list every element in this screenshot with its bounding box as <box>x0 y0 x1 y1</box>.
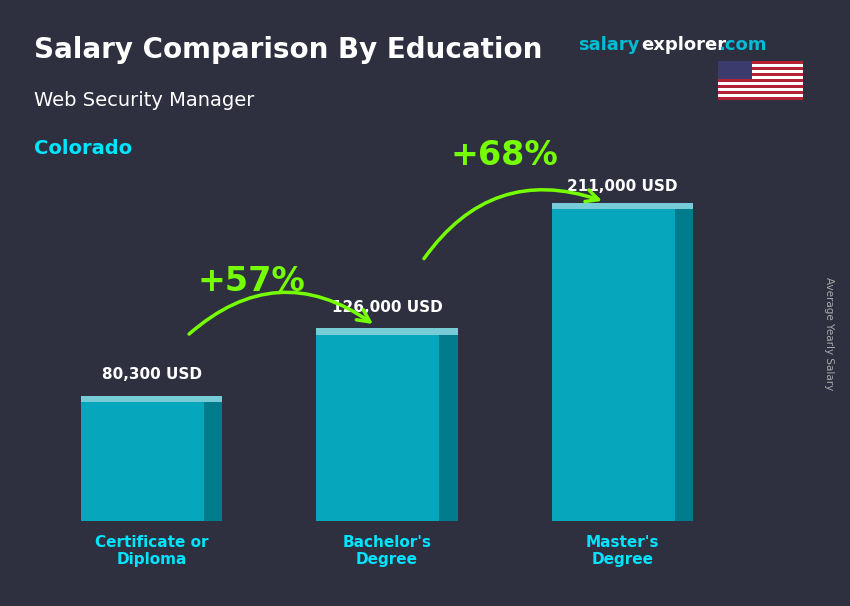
Text: 126,000 USD: 126,000 USD <box>332 299 443 315</box>
Bar <box>718 97 803 100</box>
Text: 211,000 USD: 211,000 USD <box>567 179 677 195</box>
Bar <box>439 335 457 521</box>
Bar <box>718 79 803 82</box>
Text: +68%: +68% <box>450 139 558 172</box>
Bar <box>718 61 803 64</box>
Bar <box>718 67 803 70</box>
Text: +57%: +57% <box>198 265 306 298</box>
Bar <box>718 73 803 76</box>
Text: explorer: explorer <box>642 36 727 55</box>
Text: 80,300 USD: 80,300 USD <box>102 367 201 382</box>
Bar <box>204 402 223 521</box>
Bar <box>552 202 693 209</box>
Text: salary: salary <box>578 36 639 55</box>
Bar <box>81 402 223 521</box>
Bar <box>316 335 457 521</box>
Text: .com: .com <box>718 36 767 55</box>
Bar <box>718 94 803 97</box>
Bar <box>81 396 223 402</box>
Bar <box>718 64 803 67</box>
Bar <box>718 91 803 94</box>
Bar <box>718 88 803 91</box>
Bar <box>718 82 803 85</box>
Bar <box>675 209 693 521</box>
Text: Colorado: Colorado <box>34 139 132 158</box>
Bar <box>718 76 803 79</box>
Text: Salary Comparison By Education: Salary Comparison By Education <box>34 36 542 64</box>
Bar <box>316 328 457 335</box>
Bar <box>718 70 803 73</box>
Bar <box>718 85 803 88</box>
Bar <box>718 61 752 79</box>
Text: Web Security Manager: Web Security Manager <box>34 91 254 110</box>
Bar <box>552 209 693 521</box>
Text: Average Yearly Salary: Average Yearly Salary <box>824 277 834 390</box>
